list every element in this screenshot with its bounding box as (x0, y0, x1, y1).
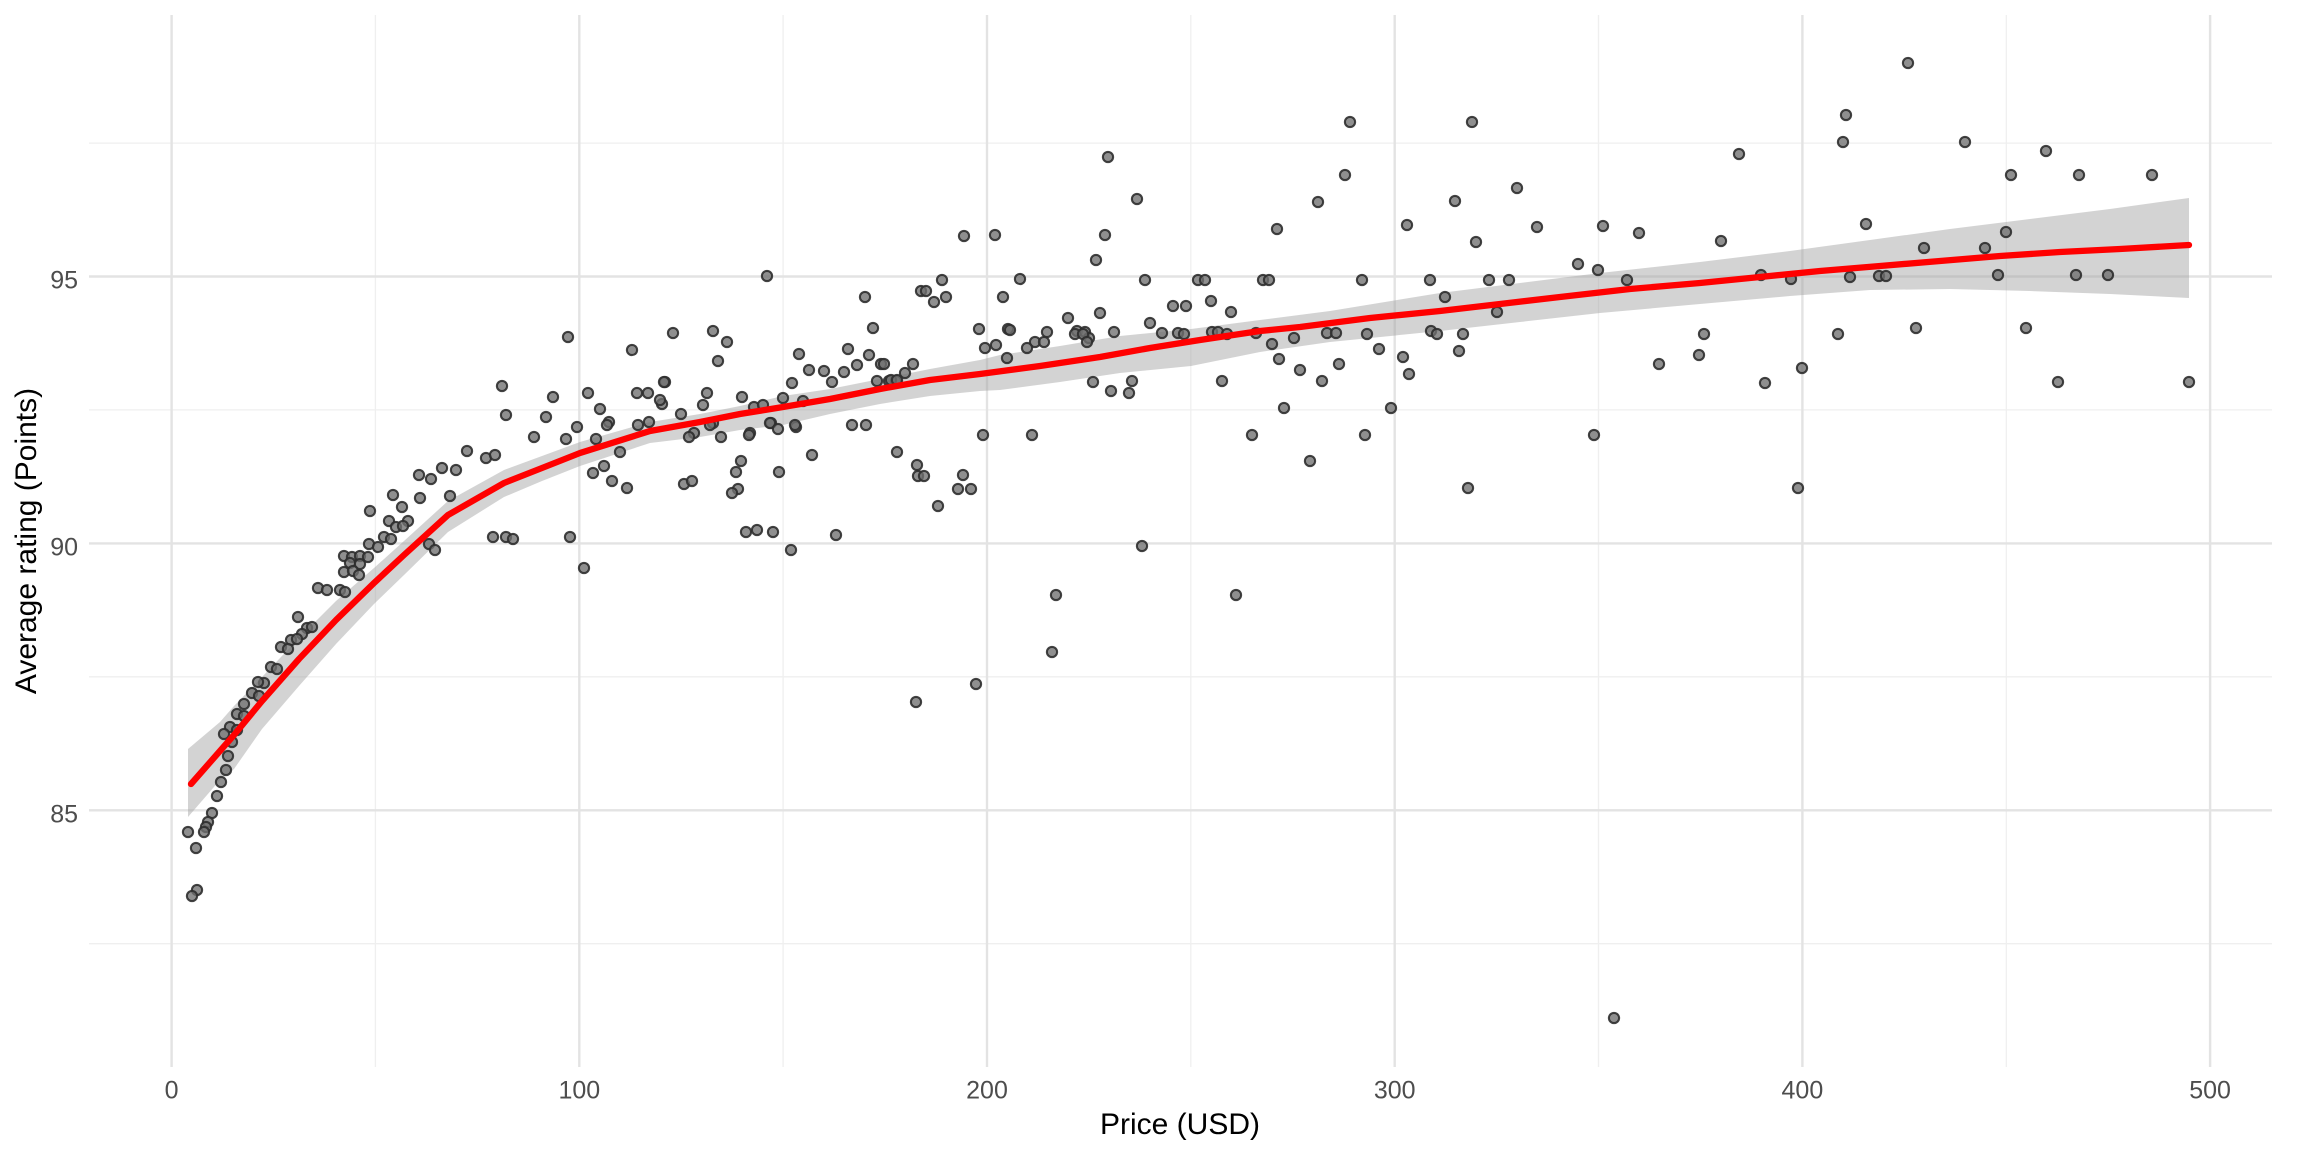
svg-text:0: 0 (165, 1077, 179, 1105)
svg-text:90: 90 (50, 533, 78, 561)
svg-text:200: 200 (966, 1077, 1008, 1105)
svg-text:100: 100 (558, 1077, 600, 1105)
svg-text:400: 400 (1782, 1077, 1824, 1105)
svg-text:Price (USD): Price (USD) (1100, 1108, 1260, 1141)
svg-text:95: 95 (50, 267, 78, 295)
svg-text:300: 300 (1374, 1077, 1416, 1105)
svg-text:500: 500 (2189, 1077, 2231, 1105)
svg-text:Average rating (Points): Average rating (Points) (10, 388, 43, 694)
svg-text:85: 85 (50, 800, 78, 828)
